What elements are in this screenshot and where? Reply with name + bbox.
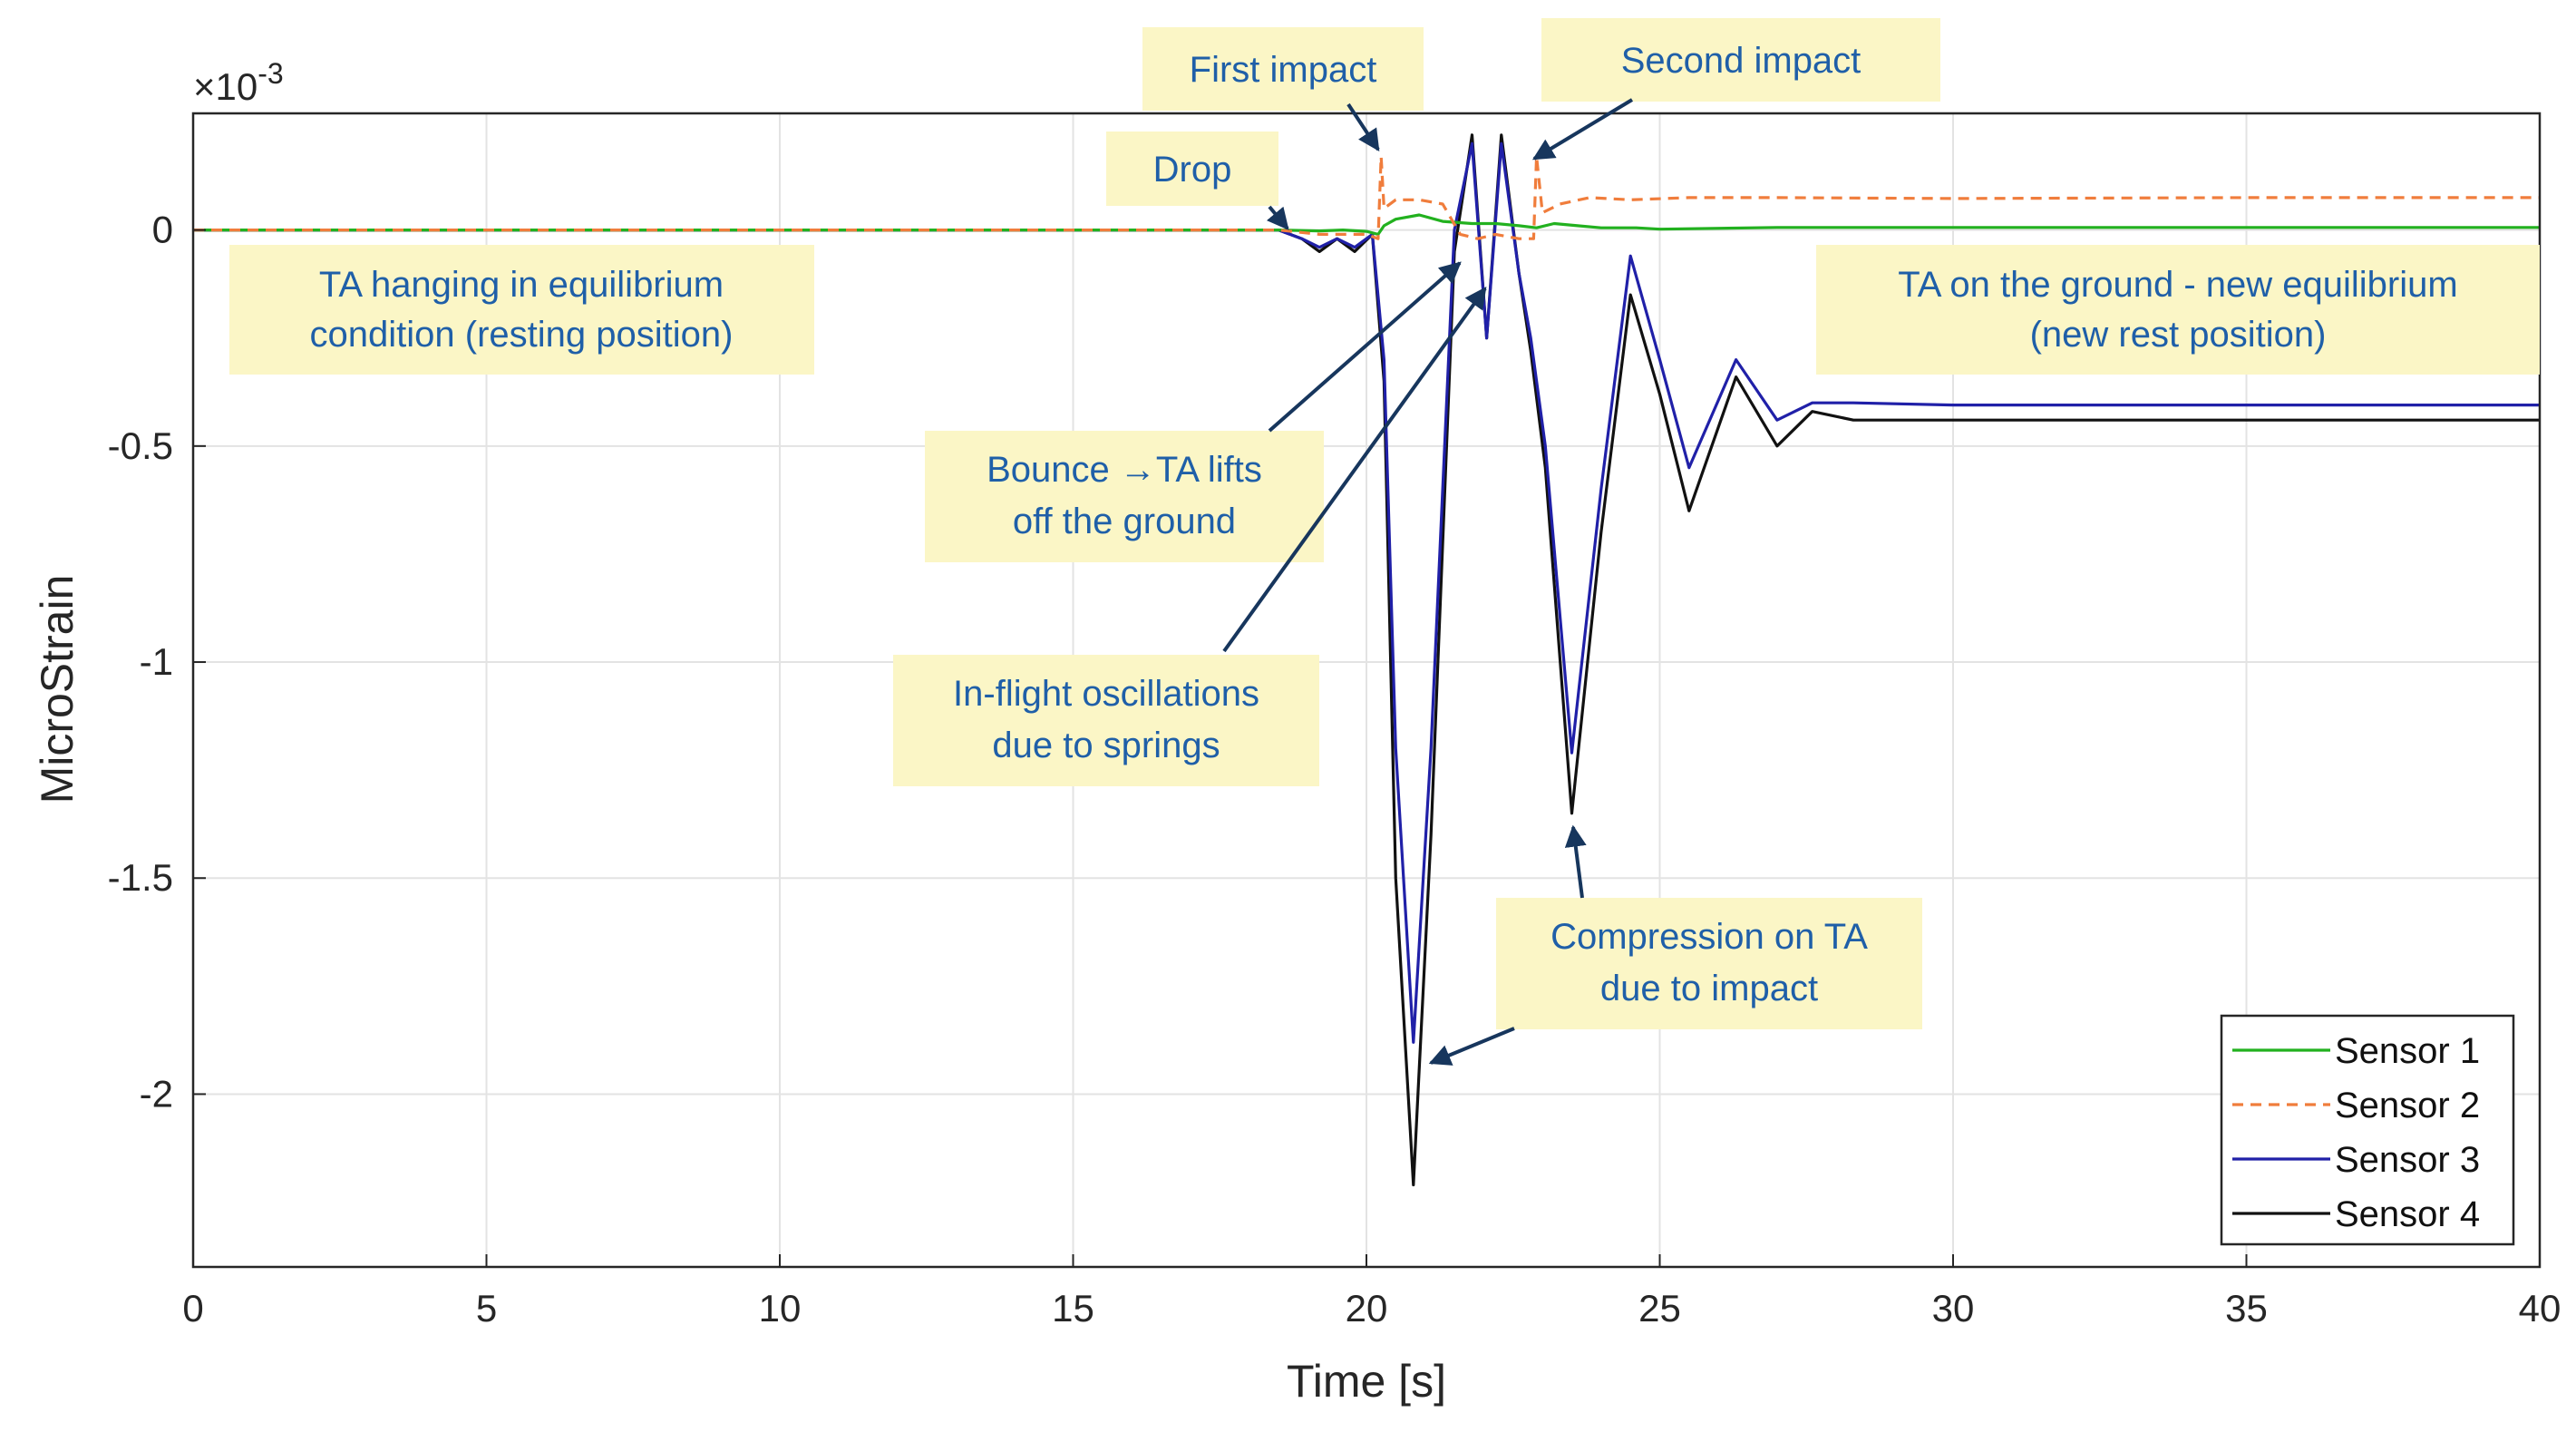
annotation-text: Bounce →TA lifts (987, 450, 1262, 490)
annotation-text: Second impact (1621, 41, 1862, 81)
annotation: Compression on TA due to impact (1496, 824, 1922, 1029)
annotation-box (229, 245, 814, 375)
y-tick-label: -2 (140, 1072, 173, 1115)
annotation-text: condition (resting position) (310, 315, 734, 355)
annotation-text: off the ground (1013, 502, 1236, 541)
y-exponent-label: ×10-3 (193, 57, 284, 108)
y-tick-label: -1 (140, 640, 173, 683)
annotation-box (1816, 245, 2540, 375)
x-tick-label: 10 (759, 1287, 802, 1330)
legend-label: Sensor 1 (2335, 1031, 2480, 1071)
legend-label: Sensor 2 (2335, 1086, 2480, 1125)
annotation-arrow (1346, 102, 1380, 152)
annotation: Second impact (1531, 18, 1940, 161)
annotation-text: In-flight oscillations (953, 674, 1259, 714)
annotation-arrow (1531, 98, 1634, 161)
annotation-box (1142, 27, 1424, 111)
x-tick-label: 30 (1932, 1287, 1975, 1330)
series-line-sensor-1 (193, 213, 2540, 236)
x-tick-label: 5 (476, 1287, 497, 1330)
x-tick-label: 35 (2225, 1287, 2268, 1330)
y-exponent-power: -3 (258, 57, 283, 90)
annotation-text: due to impact (1600, 969, 1818, 1008)
legend-label: Sensor 3 (2335, 1140, 2480, 1180)
y-tick-label: -1.5 (108, 856, 173, 899)
ticks: 0 5 10 15 20 25 30 35 40 0 -0.5 -1 -1.5 -2 (108, 209, 2561, 1330)
annotation-text: due to springs (992, 726, 1220, 765)
legend-label: Sensor 4 (2335, 1194, 2480, 1234)
annotations: First impact Second impact Drop TA hanging … (229, 18, 2540, 1066)
y-tick-label: 0 (152, 209, 173, 251)
annotation-text: First impact (1190, 50, 1377, 90)
annotation-text: Drop (1153, 150, 1232, 190)
annotation: TA hanging in equilibrium condition (rest… (229, 245, 814, 375)
y-axis-label: MicroStrain (32, 575, 83, 804)
annotation-text: Compression on TA (1550, 917, 1868, 957)
x-axis-label: Time [s] (1287, 1356, 1446, 1407)
annotation: Drop (1106, 132, 1289, 230)
x-tick-label: 0 (182, 1287, 203, 1330)
annotation-arrow (1222, 287, 1487, 653)
annotation: First impact (1142, 27, 1424, 152)
annotation-arrow (1428, 1027, 1515, 1066)
y-tick-label: -0.5 (108, 424, 173, 467)
legend-box (2220, 1014, 2515, 1246)
annotation-text: TA hanging in equilibrium (319, 265, 724, 305)
annotation-box (1541, 18, 1940, 102)
annotation-arrow (1564, 824, 1587, 899)
annotation-box (893, 655, 1319, 786)
annotation-text: (new rest position) (2030, 315, 2327, 355)
annotation-box (1496, 898, 1922, 1029)
annotation: In-flight oscillations due to springs (893, 287, 1487, 786)
legend: Sensor 1 Sensor 2 Sensor 3 Sensor 4 (2220, 1014, 2515, 1246)
series-line-sensor-3 (193, 141, 2540, 1044)
series-layer (193, 133, 2540, 1187)
x-tick-label: 15 (1052, 1287, 1094, 1330)
x-tick-label: 20 (1346, 1287, 1388, 1330)
series-line-sensor-2 (193, 155, 2540, 240)
annotation-box (1106, 132, 1278, 206)
annotation: TA on the ground - new equilibrium (new r… (1816, 245, 2540, 375)
x-tick-label: 40 (2519, 1287, 2561, 1330)
x-tick-label: 25 (1638, 1287, 1681, 1330)
annotation-arrow (1266, 205, 1289, 230)
annotation-box (925, 431, 1324, 562)
annotation: Bounce →TA lifts off the ground (925, 261, 1462, 562)
annotation-arrow (1268, 261, 1462, 433)
annotation-text: TA on the ground - new equilibrium (1898, 265, 2457, 305)
